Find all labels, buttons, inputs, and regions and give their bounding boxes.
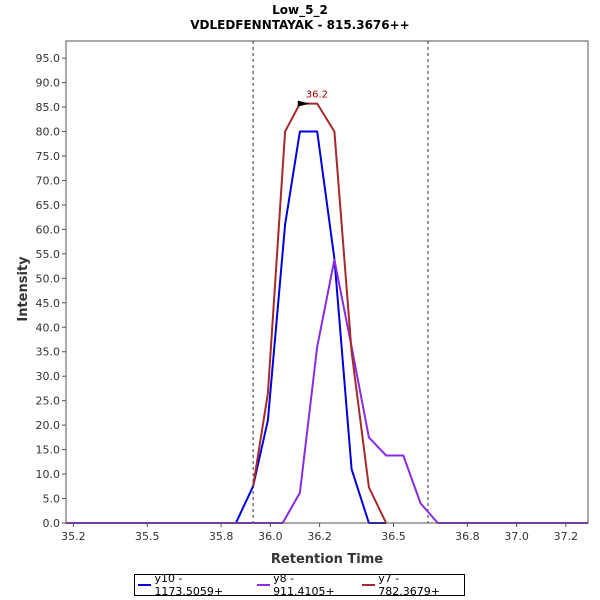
legend-item-y10: y10 - 1173.5059+	[138, 572, 251, 598]
y-tick-label: 65.0	[36, 199, 61, 212]
y-tick-label: 25.0	[36, 395, 61, 408]
legend-item-y8: y8 - 911.4105+	[256, 572, 356, 598]
legend-label-y8: y8 - 911.4105+	[273, 572, 335, 598]
x-tick-label: 35.2	[61, 530, 86, 543]
chart-title: Low_5_2	[272, 3, 328, 17]
peak-marker-icon	[297, 100, 310, 107]
y-tick-label: 50.0	[36, 272, 61, 285]
y-tick-label: 75.0	[36, 150, 61, 163]
legend-label-y10: y10 - 1173.5059+	[154, 572, 224, 598]
series-line	[66, 258, 588, 524]
x-tick-label: 35.8	[209, 530, 234, 543]
legend-item-y7: y7 - 782.3679+	[361, 572, 461, 598]
y-tick-label: 20.0	[36, 419, 61, 432]
y-tick-label: 35.0	[36, 346, 61, 359]
y-tick-label: 85.0	[36, 101, 61, 114]
plot-area-border	[65, 40, 589, 524]
y-axis-label: Intensity	[16, 256, 31, 322]
y-tick-label: 60.0	[36, 223, 61, 236]
y-tick-label: 40.0	[36, 321, 61, 334]
y-tick-label: 95.0	[36, 52, 61, 65]
x-tick-label: 37.0	[504, 530, 529, 543]
x-tick-label: 35.5	[135, 530, 160, 543]
x-tick-label: 36.0	[258, 530, 283, 543]
y-tick-label: 0.0	[43, 517, 61, 530]
y-tick-label: 30.0	[36, 370, 61, 383]
series-line	[66, 130, 387, 524]
chart-legend: y10 - 1173.5059+ y8 - 911.4105+ y7 - 782…	[134, 572, 465, 598]
y-tick-label: 55.0	[36, 248, 61, 261]
series-line	[252, 102, 388, 524]
y-tick-label: 15.0	[36, 444, 61, 457]
x-tick-label: 37.2	[554, 530, 579, 543]
y-tick-label: 80.0	[36, 126, 61, 139]
peak-label: 36.2	[306, 90, 328, 101]
y-tick-label: 5.0	[43, 493, 61, 506]
y-tick-label: 10.0	[36, 468, 61, 481]
legend-swatch-y8	[256, 584, 271, 586]
legend-swatch-y7	[361, 584, 376, 586]
x-tick-label: 36.8	[455, 530, 480, 543]
x-tick-label: 36.5	[381, 530, 406, 543]
y-tick-label: 90.0	[36, 77, 61, 90]
legend-swatch-y10	[138, 584, 152, 586]
y-tick-label: 45.0	[36, 297, 61, 310]
x-axis-label: Retention Time	[271, 552, 383, 567]
x-tick-label: 36.2	[307, 530, 332, 543]
chromatogram-chart: 0.0 5.0 10.0 15.0 20.0 25.0 30.0 35.0 40.0 45.0 50…	[16, 40, 589, 567]
y-tick-label: 70.0	[36, 174, 61, 187]
legend-label-y7: y7 - 782.3679+	[378, 572, 440, 598]
chart-subtitle: VDLEDFENNTAYAK - 815.3676++	[190, 18, 410, 32]
